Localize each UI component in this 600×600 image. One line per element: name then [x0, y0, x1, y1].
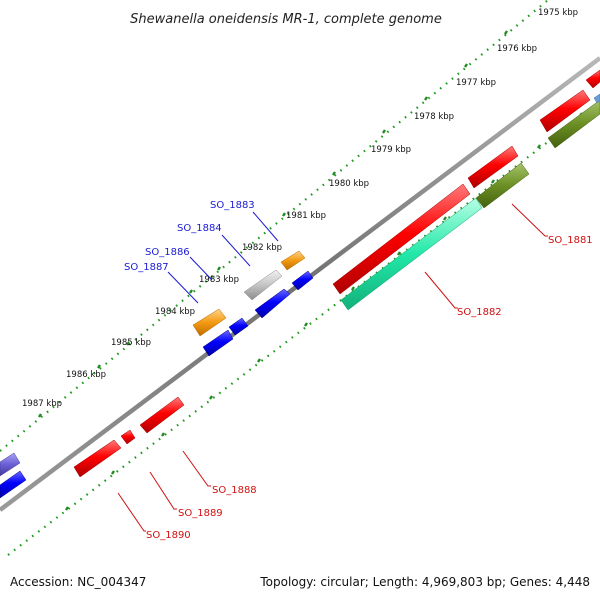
gene-arrow[interactable] — [340, 197, 483, 311]
kbp-label: 1975 kbp — [538, 8, 578, 18]
label-leaders — [117, 203, 548, 532]
map-title: Shewanella oneidensis MR-1, complete gen… — [130, 12, 442, 27]
gene-arrow[interactable] — [120, 429, 136, 445]
genome-summary-text: Topology: circular; Length: 4,969,803 bp… — [259, 575, 590, 589]
gene-arrow[interactable] — [228, 317, 249, 336]
inner-ruler-ticks — [65, 112, 583, 511]
kbp-label: 1985 kbp — [111, 338, 151, 348]
kbp-label: 1976 kbp — [497, 44, 537, 54]
kbp-labels: 1975 kbp 1976 kbp 1977 kbp 1978 kbp 1979… — [22, 8, 578, 409]
gene-arrow[interactable] — [467, 145, 519, 189]
gene-arrow[interactable] — [0, 470, 27, 499]
outer-ruler-ticks — [38, 30, 508, 418]
kbp-label: 1987 kbp — [22, 399, 62, 409]
gene-label-so-1883[interactable]: SO_1883 — [210, 200, 255, 211]
gene-arrow[interactable] — [280, 250, 306, 271]
gene-arrow[interactable] — [0, 452, 21, 477]
gene-arrow[interactable] — [475, 162, 530, 209]
gene-arrow[interactable] — [332, 183, 471, 295]
accession-text: Accession: NC_004347 — [10, 575, 146, 589]
kbp-label: 1979 kbp — [371, 145, 411, 155]
gene-label-so-1881[interactable]: SO_1881 — [548, 235, 593, 246]
gene-arrow[interactable] — [192, 308, 227, 337]
gene-arrow[interactable] — [254, 288, 291, 319]
kbp-label: 1983 kbp — [199, 275, 239, 285]
gene-arrow[interactable] — [202, 329, 234, 357]
kbp-label: 1980 kbp — [329, 179, 369, 189]
gene-arrow[interactable] — [585, 69, 600, 89]
gene-arrow[interactable] — [539, 89, 591, 133]
kbp-label: 1977 kbp — [456, 78, 496, 88]
gene-arrow[interactable] — [139, 396, 185, 434]
gene-arrow[interactable] — [593, 93, 600, 104]
gene-label-so-1889[interactable]: SO_1889 — [178, 508, 223, 519]
gene-label-so-1887[interactable]: SO_1887 — [124, 262, 169, 273]
kbp-label: 1986 kbp — [66, 370, 106, 380]
kbp-label: 1978 kbp — [414, 112, 454, 122]
gene-arrow[interactable] — [291, 270, 314, 291]
inner-ruler-line — [7, 101, 600, 556]
reverse-strand-genes — [0, 93, 600, 499]
forward-strand-genes — [192, 69, 600, 337]
outer-ruler-line — [0, 0, 549, 452]
gene-arrow[interactable] — [547, 99, 600, 149]
gene-labels: SO_1883 SO_1884 SO_1886 SO_1887 SO_1881 … — [124, 200, 593, 541]
kbp-label: 1984 kbp — [155, 307, 195, 317]
gene-arrow[interactable] — [73, 439, 122, 478]
gene-label-so-1888[interactable]: SO_1888 — [212, 485, 257, 496]
gene-label-so-1890[interactable]: SO_1890 — [146, 530, 191, 541]
gene-arrow[interactable] — [243, 269, 283, 301]
gene-label-so-1884[interactable]: SO_1884 — [177, 223, 222, 234]
kbp-label: 1982 kbp — [242, 243, 282, 253]
kbp-label: 1981 kbp — [286, 211, 326, 221]
gene-label-so-1886[interactable]: SO_1886 — [145, 247, 190, 258]
gene-label-so-1882[interactable]: SO_1882 — [457, 307, 502, 318]
